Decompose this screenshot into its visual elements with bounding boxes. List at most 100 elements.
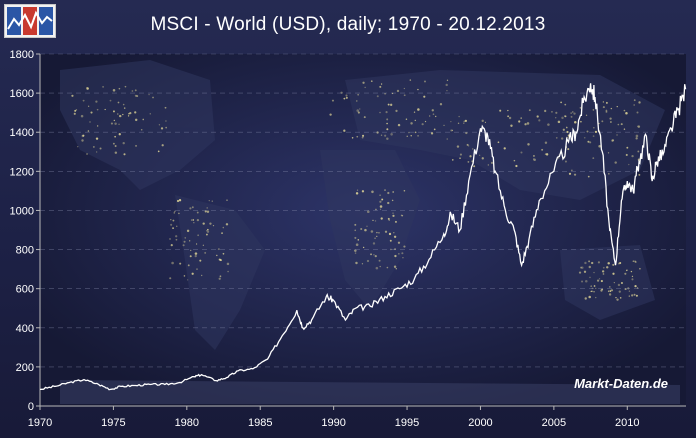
- city-light: [386, 128, 389, 131]
- city-light: [92, 145, 95, 148]
- city-light: [607, 152, 610, 154]
- city-light: [541, 148, 544, 151]
- city-light: [356, 100, 358, 102]
- city-light: [581, 280, 584, 283]
- city-light: [634, 285, 637, 288]
- city-light: [191, 272, 194, 275]
- city-light: [199, 259, 202, 262]
- city-light: [363, 116, 366, 119]
- city-light: [345, 96, 348, 99]
- city-light: [615, 296, 617, 299]
- city-light: [612, 139, 615, 142]
- city-light: [117, 101, 120, 104]
- city-light: [561, 116, 564, 120]
- city-light: [357, 111, 360, 114]
- city-light: [451, 129, 454, 132]
- city-light: [89, 121, 91, 123]
- city-light: [178, 212, 180, 215]
- city-light: [75, 109, 78, 111]
- city-light: [601, 120, 604, 123]
- city-light: [370, 230, 374, 233]
- city-light: [373, 254, 375, 256]
- city-light: [518, 120, 521, 123]
- city-light: [568, 172, 572, 175]
- city-light: [623, 128, 626, 130]
- city-light: [376, 235, 378, 238]
- city-light: [172, 219, 175, 222]
- city-light: [118, 87, 121, 90]
- city-light: [405, 118, 408, 121]
- city-light: [87, 130, 90, 132]
- city-light: [602, 266, 605, 269]
- city-light: [609, 117, 612, 120]
- city-light: [507, 109, 509, 112]
- city-light: [378, 232, 380, 234]
- city-light: [597, 261, 600, 264]
- city-light: [219, 275, 222, 278]
- city-light: [95, 100, 98, 103]
- city-light: [609, 289, 612, 292]
- city-light: [414, 119, 416, 122]
- city-light: [596, 279, 600, 282]
- city-light: [225, 223, 229, 226]
- city-light: [192, 219, 195, 221]
- city-light: [343, 129, 346, 132]
- city-light: [171, 261, 174, 265]
- city-light: [175, 235, 178, 238]
- city-light: [86, 153, 88, 155]
- city-light: [620, 123, 623, 126]
- x-tick-label: 1975: [101, 417, 125, 429]
- city-light: [158, 124, 161, 126]
- city-light: [403, 94, 406, 97]
- city-light: [110, 122, 113, 125]
- city-light: [435, 115, 437, 118]
- city-light: [598, 144, 601, 148]
- city-light: [403, 189, 406, 192]
- city-light: [524, 123, 527, 126]
- city-light: [584, 261, 587, 265]
- city-light: [379, 194, 381, 196]
- city-light: [636, 287, 639, 289]
- city-light: [362, 81, 365, 84]
- city-light: [221, 232, 223, 235]
- x-tick-label: 1980: [175, 417, 199, 429]
- city-light: [329, 113, 332, 116]
- city-light: [217, 248, 220, 251]
- city-light: [366, 210, 370, 213]
- city-light: [612, 263, 615, 266]
- city-light: [605, 110, 608, 113]
- city-light: [446, 89, 448, 92]
- city-light: [400, 214, 403, 217]
- city-light: [393, 265, 397, 268]
- city-light: [366, 225, 368, 227]
- city-light: [432, 113, 435, 115]
- city-light: [631, 275, 634, 278]
- city-light: [433, 128, 436, 131]
- city-light: [451, 159, 454, 161]
- city-light: [402, 257, 404, 259]
- city-light: [390, 103, 393, 106]
- city-light: [355, 243, 359, 247]
- city-light: [354, 249, 357, 252]
- city-light: [379, 208, 382, 210]
- city-light: [172, 227, 174, 229]
- city-light: [563, 115, 566, 117]
- city-light: [632, 260, 635, 262]
- city-light: [331, 99, 334, 102]
- city-light: [186, 229, 190, 233]
- city-light: [592, 157, 595, 160]
- city-light: [635, 137, 638, 140]
- city-light: [122, 103, 125, 106]
- city-light: [544, 109, 547, 113]
- city-light: [193, 222, 195, 224]
- city-light: [570, 112, 572, 114]
- city-light: [178, 199, 182, 202]
- city-light: [581, 266, 584, 269]
- city-light: [481, 157, 484, 160]
- city-light: [364, 86, 366, 89]
- city-light: [508, 116, 512, 120]
- city-light: [588, 260, 591, 263]
- y-tick-label: 1800: [10, 49, 34, 61]
- city-light: [469, 155, 472, 158]
- city-light: [617, 123, 620, 126]
